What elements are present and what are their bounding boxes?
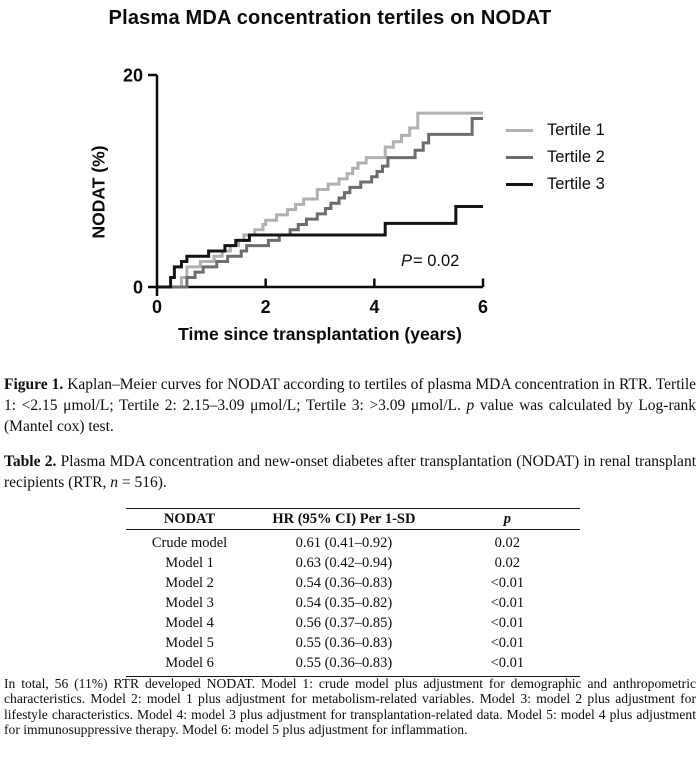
figure-caption-text-1: Kaplan–Meier curves for NODAT according … xyxy=(4,376,697,414)
table-caption-label: Table 2. xyxy=(4,453,57,470)
table-caption-text-2: = 516). xyxy=(118,474,167,491)
results-table-row: Crude model 0.61 (0.41–0.92) 0.02 xyxy=(126,530,580,554)
results-table-cell: <0.01 xyxy=(490,615,525,631)
y-tick-label: 20 xyxy=(123,66,143,86)
legend-label-tertile-2: Tertile 2 xyxy=(547,148,605,166)
legend-item-tertile-1: Tertile 1 xyxy=(506,117,605,144)
results-table-header-row: NODAT HR (95% CI) Per 1-SD p xyxy=(126,508,580,530)
results-table-cell: 0.02 xyxy=(494,535,521,551)
legend-item-tertile-3: Tertile 3 xyxy=(506,171,605,198)
legend-item-tertile-2: Tertile 2 xyxy=(506,144,605,171)
table-caption-text-1: Plasma MDA concentration and new-onset d… xyxy=(4,453,696,491)
km-chart: 0 20 0 2 4 6 xyxy=(123,66,488,318)
results-table-cell: Crude model xyxy=(151,535,228,551)
results-table-cell: Model 5 xyxy=(165,635,214,651)
series-line-tertile-2 xyxy=(157,116,483,289)
figure-caption-italic-p: p xyxy=(466,397,475,414)
x-tick-label: 6 xyxy=(478,297,488,317)
legend-label-tertile-3: Tertile 3 xyxy=(547,175,605,193)
results-col-header: NODAT xyxy=(126,508,254,530)
results-table: NODAT HR (95% CI) Per 1-SD p Crude model 0.… xyxy=(126,508,580,677)
series-line-tertile-3 xyxy=(157,204,483,289)
results-table-cell: 0.55 (0.36–0.83) xyxy=(295,655,393,671)
tertile-2-line-swatch xyxy=(506,155,533,160)
results-table-cell: <0.01 xyxy=(490,595,525,611)
x-axis-label: Time since transplantation (years) xyxy=(178,324,462,344)
series-line-tertile-1 xyxy=(157,111,483,289)
figure-caption-text-2: value was calculated by Log-rank (Mantel… xyxy=(4,397,696,435)
results-table-cell: 0.61 (0.41–0.92) xyxy=(295,535,393,551)
results-table-cell: <0.01 xyxy=(490,635,525,651)
figure-caption: Figure 1. Kaplan–Meier curves for NODAT … xyxy=(4,374,696,437)
results-table-row: Model 5 0.55 (0.36–0.83) <0.01 xyxy=(126,633,580,653)
results-table-cell: 0.55 (0.36–0.83) xyxy=(295,635,393,651)
p-value-annotation: P= 0.02 xyxy=(401,252,459,271)
results-col-header: HR (95% CI) Per 1-SD xyxy=(253,508,435,530)
chart-legend: Tertile 1 Tertile 2 Tertile 3 xyxy=(506,117,605,198)
results-table-row: Model 3 0.54 (0.35–0.82) <0.01 xyxy=(126,593,580,613)
results-table-cell: 0.54 (0.35–0.82) xyxy=(295,595,393,611)
y-tick-label: 0 xyxy=(133,278,143,298)
results-table-cell: 0.02 xyxy=(494,555,521,571)
table-caption-italic-n: n xyxy=(110,474,119,491)
results-table-cell: 0.56 (0.37–0.85) xyxy=(295,615,393,631)
results-table-cell: Model 4 xyxy=(165,615,214,631)
tertile-3-line-swatch xyxy=(506,182,533,187)
results-table-row: Model 4 0.56 (0.37–0.85) <0.01 xyxy=(126,613,580,633)
results-table-row: Model 2 0.54 (0.36–0.83) <0.01 xyxy=(126,573,580,593)
x-tick-label: 0 xyxy=(152,297,162,317)
x-tick-label: 2 xyxy=(261,297,271,317)
results-table-cell: 0.63 (0.42–0.94) xyxy=(295,555,393,571)
table-footnote: In total, 56 (11%) RTR developed NODAT. … xyxy=(4,676,696,737)
results-table-cell: Model 6 xyxy=(165,655,214,671)
results-table-cell: Model 1 xyxy=(165,555,214,571)
results-table-cell: Model 3 xyxy=(165,595,214,611)
tertile-1-line-swatch xyxy=(506,128,533,133)
figure-caption-label: Figure 1. xyxy=(4,376,64,393)
y-axis-label: NODAT (%) xyxy=(88,145,109,239)
chart-title: Plasma MDA concentration tertiles on NOD… xyxy=(108,7,552,29)
results-table-cell: <0.01 xyxy=(490,655,525,671)
x-tick-label: 4 xyxy=(369,297,379,317)
results-table-cell: <0.01 xyxy=(490,575,525,591)
results-table-body: Crude model 0.61 (0.41–0.92) 0.02 Model 1 0.… xyxy=(126,530,580,677)
results-table-row: Model 6 0.55 (0.36–0.83) <0.01 xyxy=(126,653,580,677)
table-caption: Table 2. Plasma MDA concentration and ne… xyxy=(4,451,696,493)
results-table-cell: 0.54 (0.36–0.83) xyxy=(295,575,393,591)
results-table-cell: Model 2 xyxy=(165,575,214,591)
p-value-symbol: P xyxy=(401,252,413,270)
legend-label-tertile-1: Tertile 1 xyxy=(547,121,605,139)
results-table-row: Model 1 0.63 (0.42–0.94) 0.02 xyxy=(126,553,580,573)
p-value-text: = 0.02 xyxy=(413,252,460,270)
results-col-header: p xyxy=(434,508,580,530)
